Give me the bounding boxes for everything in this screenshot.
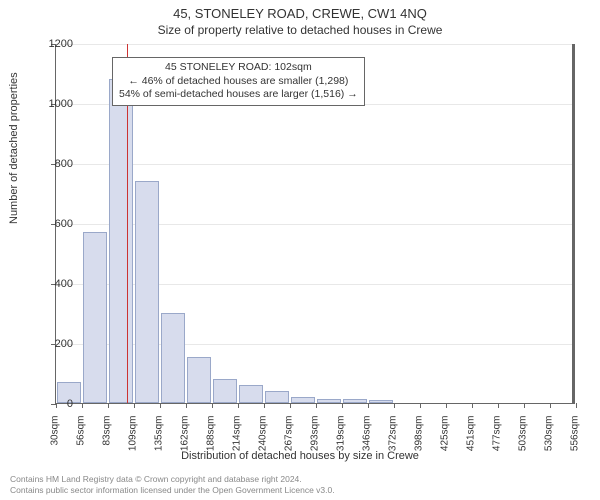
- ytick-label: 200: [33, 338, 73, 350]
- xtick-mark: [498, 403, 499, 408]
- xtick-mark: [576, 403, 577, 408]
- xtick-label: 556sqm: [570, 416, 581, 466]
- xtick-label: 109sqm: [128, 416, 139, 466]
- ytick-label: 400: [33, 278, 73, 290]
- xtick-label: 346sqm: [362, 416, 373, 466]
- xtick-label: 372sqm: [388, 416, 399, 466]
- ytick-label: 1200: [33, 38, 73, 50]
- histogram-bar: [187, 357, 212, 404]
- xtick-mark: [524, 403, 525, 408]
- xtick-label: 398sqm: [414, 416, 425, 466]
- xtick-mark: [368, 403, 369, 408]
- xtick-label: 83sqm: [102, 416, 113, 466]
- xtick-mark: [316, 403, 317, 408]
- xtick-label: 135sqm: [154, 416, 165, 466]
- xtick-mark: [290, 403, 291, 408]
- xtick-label: 477sqm: [492, 416, 503, 466]
- xtick-label: 503sqm: [518, 416, 529, 466]
- histogram-bar: [343, 399, 368, 403]
- xtick-label: 319sqm: [336, 416, 347, 466]
- ytick-label: 600: [33, 218, 73, 230]
- histogram-bar: [83, 232, 108, 403]
- xtick-mark: [472, 403, 473, 408]
- xtick-label: 30sqm: [50, 416, 61, 466]
- xtick-label: 293sqm: [310, 416, 321, 466]
- xtick-mark: [238, 403, 239, 408]
- xtick-label: 188sqm: [206, 416, 217, 466]
- xtick-mark: [108, 403, 109, 408]
- xtick-label: 214sqm: [232, 416, 243, 466]
- histogram-bar: [213, 379, 238, 403]
- annotation-line3: 54% of semi-detached houses are larger (…: [119, 88, 358, 102]
- footer-attribution: Contains HM Land Registry data © Crown c…: [10, 474, 335, 496]
- xtick-mark: [446, 403, 447, 408]
- xtick-mark: [186, 403, 187, 408]
- histogram-bar: [109, 79, 134, 403]
- annotation-line1: 45 STONELEY ROAD: 102sqm: [119, 61, 358, 75]
- x-axis-label: Distribution of detached houses by size …: [0, 450, 600, 462]
- ytick-label: 800: [33, 158, 73, 170]
- xtick-label: 162sqm: [180, 416, 191, 466]
- histogram-bar: [135, 181, 160, 403]
- xtick-mark: [264, 403, 265, 408]
- chart-title-main: 45, STONELEY ROAD, CREWE, CW1 4NQ: [0, 0, 600, 21]
- chart-title-sub: Size of property relative to detached ho…: [0, 21, 600, 37]
- annotation-box: 45 STONELEY ROAD: 102sqm← 46% of detache…: [112, 57, 365, 106]
- xtick-label: 240sqm: [258, 416, 269, 466]
- xtick-label: 451sqm: [466, 416, 477, 466]
- xtick-mark: [160, 403, 161, 408]
- xtick-mark: [420, 403, 421, 408]
- histogram-bar: [161, 313, 186, 403]
- xtick-label: 530sqm: [544, 416, 555, 466]
- ytick-label: 1000: [33, 98, 73, 110]
- histogram-bar: [317, 399, 342, 404]
- xtick-mark: [82, 403, 83, 408]
- ytick-label: 0: [33, 398, 73, 410]
- xtick-mark: [212, 403, 213, 408]
- footer-line2: Contains public sector information licen…: [10, 485, 335, 496]
- xtick-label: 267sqm: [284, 416, 295, 466]
- histogram-bar: [369, 400, 394, 403]
- xtick-mark: [394, 403, 395, 408]
- footer-line1: Contains HM Land Registry data © Crown c…: [10, 474, 335, 485]
- gridline: [56, 44, 572, 45]
- xtick-mark: [342, 403, 343, 408]
- xtick-label: 425sqm: [440, 416, 451, 466]
- histogram-bar: [265, 391, 290, 403]
- xtick-mark: [550, 403, 551, 408]
- y-axis-label: Number of detached properties: [8, 72, 20, 224]
- annotation-line2: ← 46% of detached houses are smaller (1,…: [119, 75, 358, 89]
- xtick-label: 56sqm: [76, 416, 87, 466]
- histogram-bar: [239, 385, 264, 403]
- histogram-bar: [291, 397, 316, 403]
- xtick-mark: [134, 403, 135, 408]
